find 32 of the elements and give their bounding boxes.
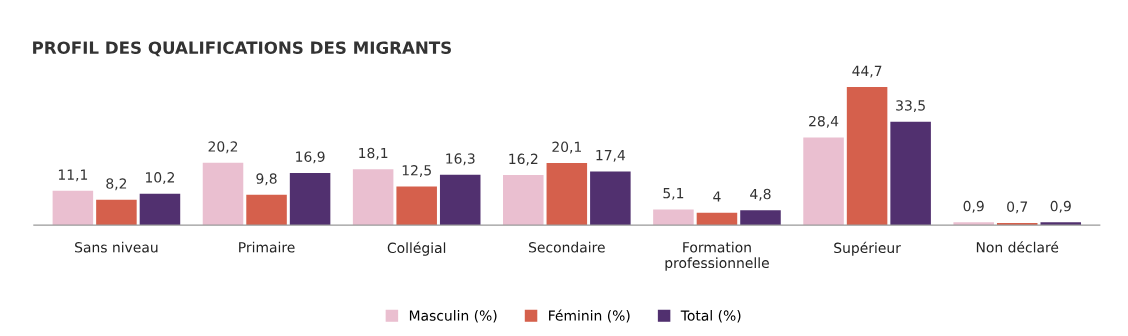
data-label: 0,9 [1050,200,1071,213]
x-tick-label: Supérieur [834,241,901,256]
x-tick-label: Primaire [239,241,295,253]
legend-label: Féminin (%) [549,309,630,323]
data-label: 17,4 [596,150,626,162]
data-label: 0,9 [963,200,984,213]
legend-label: Masculin (%) [409,310,497,323]
data-label: 5,1 [663,188,684,200]
data-label: 20,1 [552,141,581,154]
data-label: 4,8 [750,188,771,201]
x-tick-label: Non déclaré [976,241,1059,253]
data-label: 12,5 [402,165,431,177]
data-label: 28,4 [809,115,839,128]
data-label: 10,2 [146,172,175,185]
x-tick-label: Collégial [387,241,446,256]
data-label: 0,7 [1007,201,1028,214]
x-tick-label: Sans niveau [75,241,158,253]
data-label: 44,7 [852,65,882,78]
x-tick-label: Formation professionnelle [665,241,769,271]
data-label: 16,2 [509,153,538,166]
data-label: 8,2 [106,178,127,191]
data-label: 33,5 [896,100,925,113]
data-label: 4 [713,191,721,202]
data-label: 11,1 [58,169,88,182]
data-label: 20,2 [208,141,238,154]
data-label: 16,9 [296,151,325,164]
x-tick-label: Secondaire [529,241,605,253]
legend-label: Total (%) [680,310,741,323]
data-label: 18,1 [359,147,388,160]
data-label: 9,8 [256,173,277,186]
data-label: 16,3 [446,153,475,166]
chart-title: PROFIL DES QUALIFICATIONS DES MIGRANTS [33,41,451,57]
